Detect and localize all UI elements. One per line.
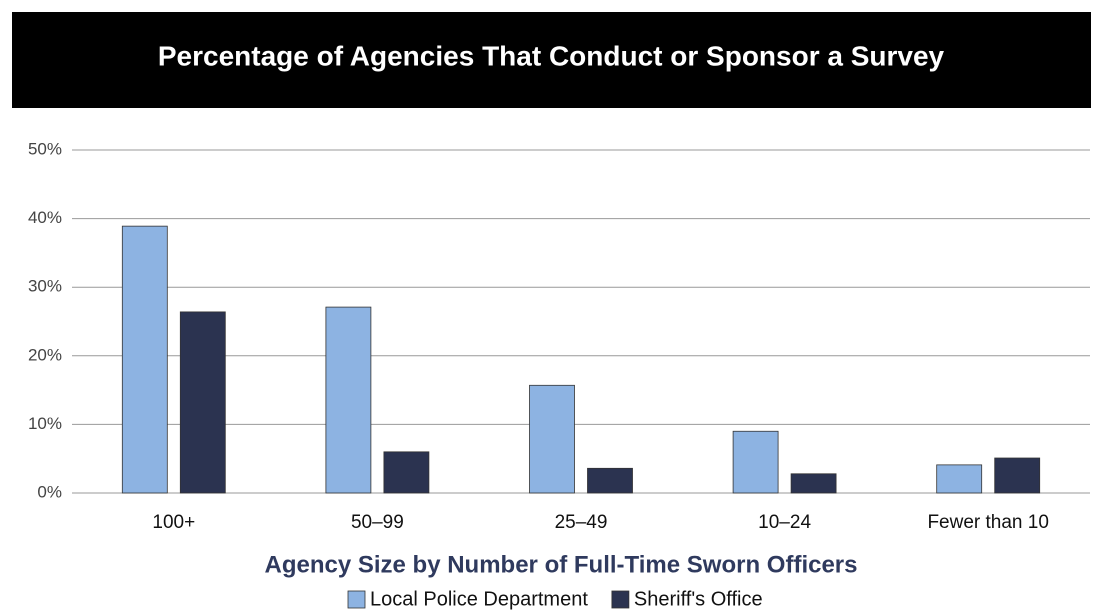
legend-label: Sheriff's Office [634, 588, 763, 610]
y-tick-label: 40% [28, 208, 62, 227]
y-tick-label: 0% [37, 482, 62, 501]
bar [790, 473, 837, 494]
bar [732, 430, 779, 494]
bar [121, 225, 168, 494]
x-tick-label: 100+ [152, 512, 195, 533]
x-tick-label: 50–99 [351, 512, 404, 533]
bar [325, 306, 372, 494]
x-tick-label: 25–49 [555, 512, 608, 533]
y-tick-label: 20% [28, 345, 62, 364]
y-tick-label: 10% [28, 414, 62, 433]
x-axis-title: Agency Size by Number of Full-Time Sworn… [264, 551, 857, 578]
bar [383, 451, 430, 494]
y-tick-label: 30% [28, 277, 62, 296]
y-tick-label: 50% [28, 139, 62, 158]
bar [936, 464, 983, 494]
x-tick-label: Fewer than 10 [927, 512, 1048, 533]
legend-swatch [347, 590, 366, 609]
chart-title: Percentage of Agencies That Conduct or S… [158, 40, 945, 71]
bar [179, 311, 226, 494]
x-tick-label: 10–24 [758, 512, 811, 533]
bar [994, 457, 1041, 494]
title-band [12, 12, 1091, 108]
legend-swatch [611, 590, 630, 609]
legend-label: Local Police Department [370, 588, 588, 610]
bar [587, 467, 633, 494]
bar [529, 384, 575, 494]
